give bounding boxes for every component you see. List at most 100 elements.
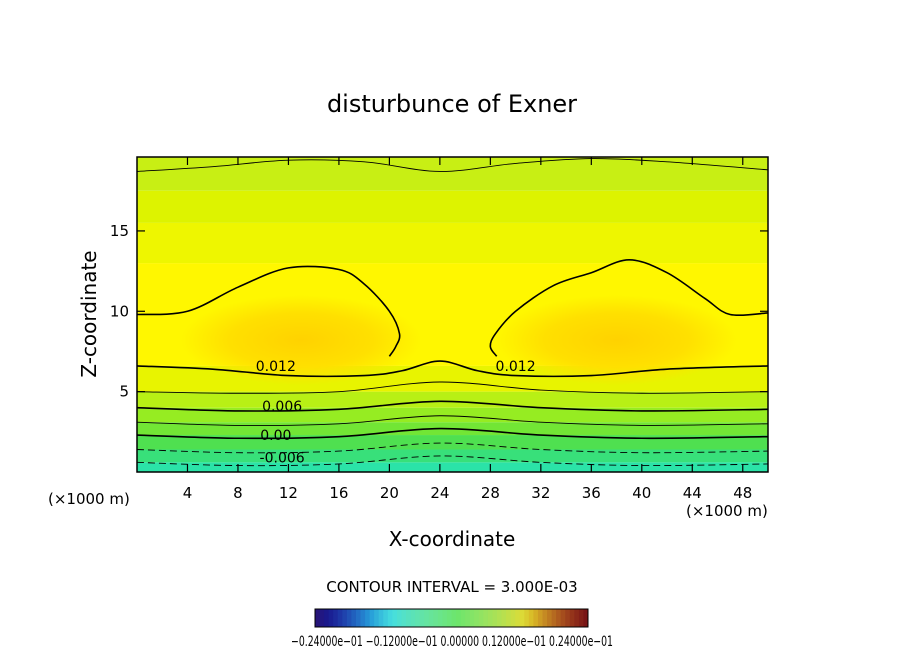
colorbar-cell-54: [560, 609, 566, 627]
colorbar-cell-44: [515, 609, 521, 627]
x-tick-label-5: 24: [430, 484, 449, 502]
colorbar-cell-33: [465, 609, 471, 627]
colorbar-cell-0: [315, 609, 321, 627]
colorbar-cell-27: [437, 609, 443, 627]
contour-interval: CONTOUR INTERVAL = 3.000E-03: [326, 578, 577, 596]
y-axis-ticks: 5 10 15: [110, 222, 768, 401]
colorbar-cell-14: [378, 609, 384, 627]
fill-band-2: [137, 435, 768, 450]
contour-line-6: [137, 415, 768, 426]
colorbar-cell-4: [333, 609, 339, 627]
x-tick-label-2: 12: [279, 484, 298, 502]
contour-labels: 0.012 0.012 0.006 0.00 -0.006: [256, 359, 536, 467]
colorbar-cell-30: [451, 609, 457, 627]
chart-title: disturbunce of Exner: [327, 90, 577, 118]
fill-band-4: [137, 407, 768, 423]
maximum-region-1: [496, 295, 737, 386]
colorbar-cell-59: [583, 609, 589, 627]
colorbar-cell-16: [387, 609, 393, 627]
colorbar-cell-34: [469, 609, 475, 627]
colorbar-cell-23: [419, 609, 425, 627]
maximum-regions: [181, 295, 737, 386]
x-tick-label-10: 44: [683, 484, 702, 502]
colorbar-cell-22: [415, 609, 421, 627]
colorbar-cell-29: [446, 609, 452, 627]
fill-band-9: [137, 190, 768, 223]
colorbar-cell-56: [569, 609, 575, 627]
x-axis-ticks: 4 8 12 16 20 24 28 32 36 40 44 48: [183, 157, 752, 502]
colorbar-cell-52: [551, 609, 557, 627]
colorbar-cell-7: [346, 609, 352, 627]
y-tick-label-1: 10: [110, 302, 129, 320]
colorbar-frame: [314, 608, 589, 628]
colorbar-cell-36: [478, 609, 484, 627]
colorbar-cell-51: [547, 609, 553, 627]
colorbar-cell-19: [401, 609, 407, 627]
x-tick-label-9: 40: [632, 484, 651, 502]
y-unit-label: (×1000 m): [686, 502, 768, 520]
colorbar-cell-25: [428, 609, 434, 627]
colorbar-cell-49: [537, 609, 543, 627]
maximum-region-0: [181, 295, 422, 386]
y-tick-label-0: 5: [119, 383, 129, 401]
colorbar: [314, 608, 589, 628]
contour-line-8: [137, 442, 768, 454]
colorbar-cell-43: [510, 609, 516, 627]
colorbar-cell-3: [328, 609, 334, 627]
contour-line-2: [489, 259, 768, 357]
colorbar-cell-8: [351, 609, 357, 627]
colorbar-cell-38: [487, 609, 493, 627]
contour-line-0: [137, 360, 768, 378]
colorbar-cell-11: [365, 609, 371, 627]
colorbar-cell-40: [497, 609, 503, 627]
contour-label-2: 0.006: [262, 399, 302, 415]
colorbar-cell-32: [460, 609, 466, 627]
fill-band-10: [137, 157, 768, 191]
colorbar-cell-13: [374, 609, 380, 627]
colorbar-cell-48: [533, 609, 539, 627]
colorbar-cell-5: [337, 609, 343, 627]
plot-frame: [136, 156, 769, 473]
colorbar-cell-35: [474, 609, 480, 627]
plot-area: 0.012 0.012 0.006 0.00 -0.006: [137, 157, 768, 472]
colorbar-cell-9: [355, 609, 361, 627]
contour-line-7: [137, 427, 768, 440]
colorbar-cell-46: [524, 609, 530, 627]
x-tick-label-7: 32: [531, 484, 550, 502]
colorbar-cell-12: [369, 609, 375, 627]
contour-label-3: 0.00: [260, 428, 291, 444]
x-tick-label-1: 8: [233, 484, 243, 502]
colorbar-cell-20: [406, 609, 412, 627]
contour-label-4: -0.006: [260, 450, 305, 466]
x-unit-label: (×1000 m): [48, 490, 130, 508]
colorbar-cell-10: [360, 609, 366, 627]
colorbar-cell-37: [483, 609, 489, 627]
contour-line-5: [137, 400, 768, 412]
y-axis-label: Z-coordinate: [77, 250, 101, 377]
colorbar-cell-50: [542, 609, 548, 627]
colorbar-cell-28: [442, 609, 448, 627]
colorbar-cell-39: [492, 609, 498, 627]
colorbar-labels: −0.24000e−01 −0.12000e−01 0.00000 0.1200…: [291, 634, 613, 650]
x-tick-label-11: 48: [733, 484, 752, 502]
fill-band-1: [137, 449, 768, 463]
colorbar-cell-1: [319, 609, 325, 627]
x-tick-label-8: 36: [582, 484, 601, 502]
colorbar-cell-53: [556, 609, 562, 627]
colorbar-cell-42: [506, 609, 512, 627]
colorbar-cell-2: [324, 609, 330, 627]
contour-label-0: 0.012: [256, 359, 296, 375]
contour-line-1: [137, 265, 401, 357]
colorbar-cell-55: [565, 609, 571, 627]
colorbar-cell-17: [392, 609, 398, 627]
colorbar-cell-26: [433, 609, 439, 627]
contour-label-1: 0.012: [496, 359, 536, 375]
fill-band-5: [137, 391, 768, 408]
x-tick-label-0: 4: [183, 484, 193, 502]
colorbar-cell-31: [456, 609, 462, 627]
colorbar-cell-18: [396, 609, 402, 627]
x-tick-label-3: 16: [329, 484, 348, 502]
colorbar-cell-47: [528, 609, 534, 627]
colorbar-cell-6: [342, 609, 348, 627]
